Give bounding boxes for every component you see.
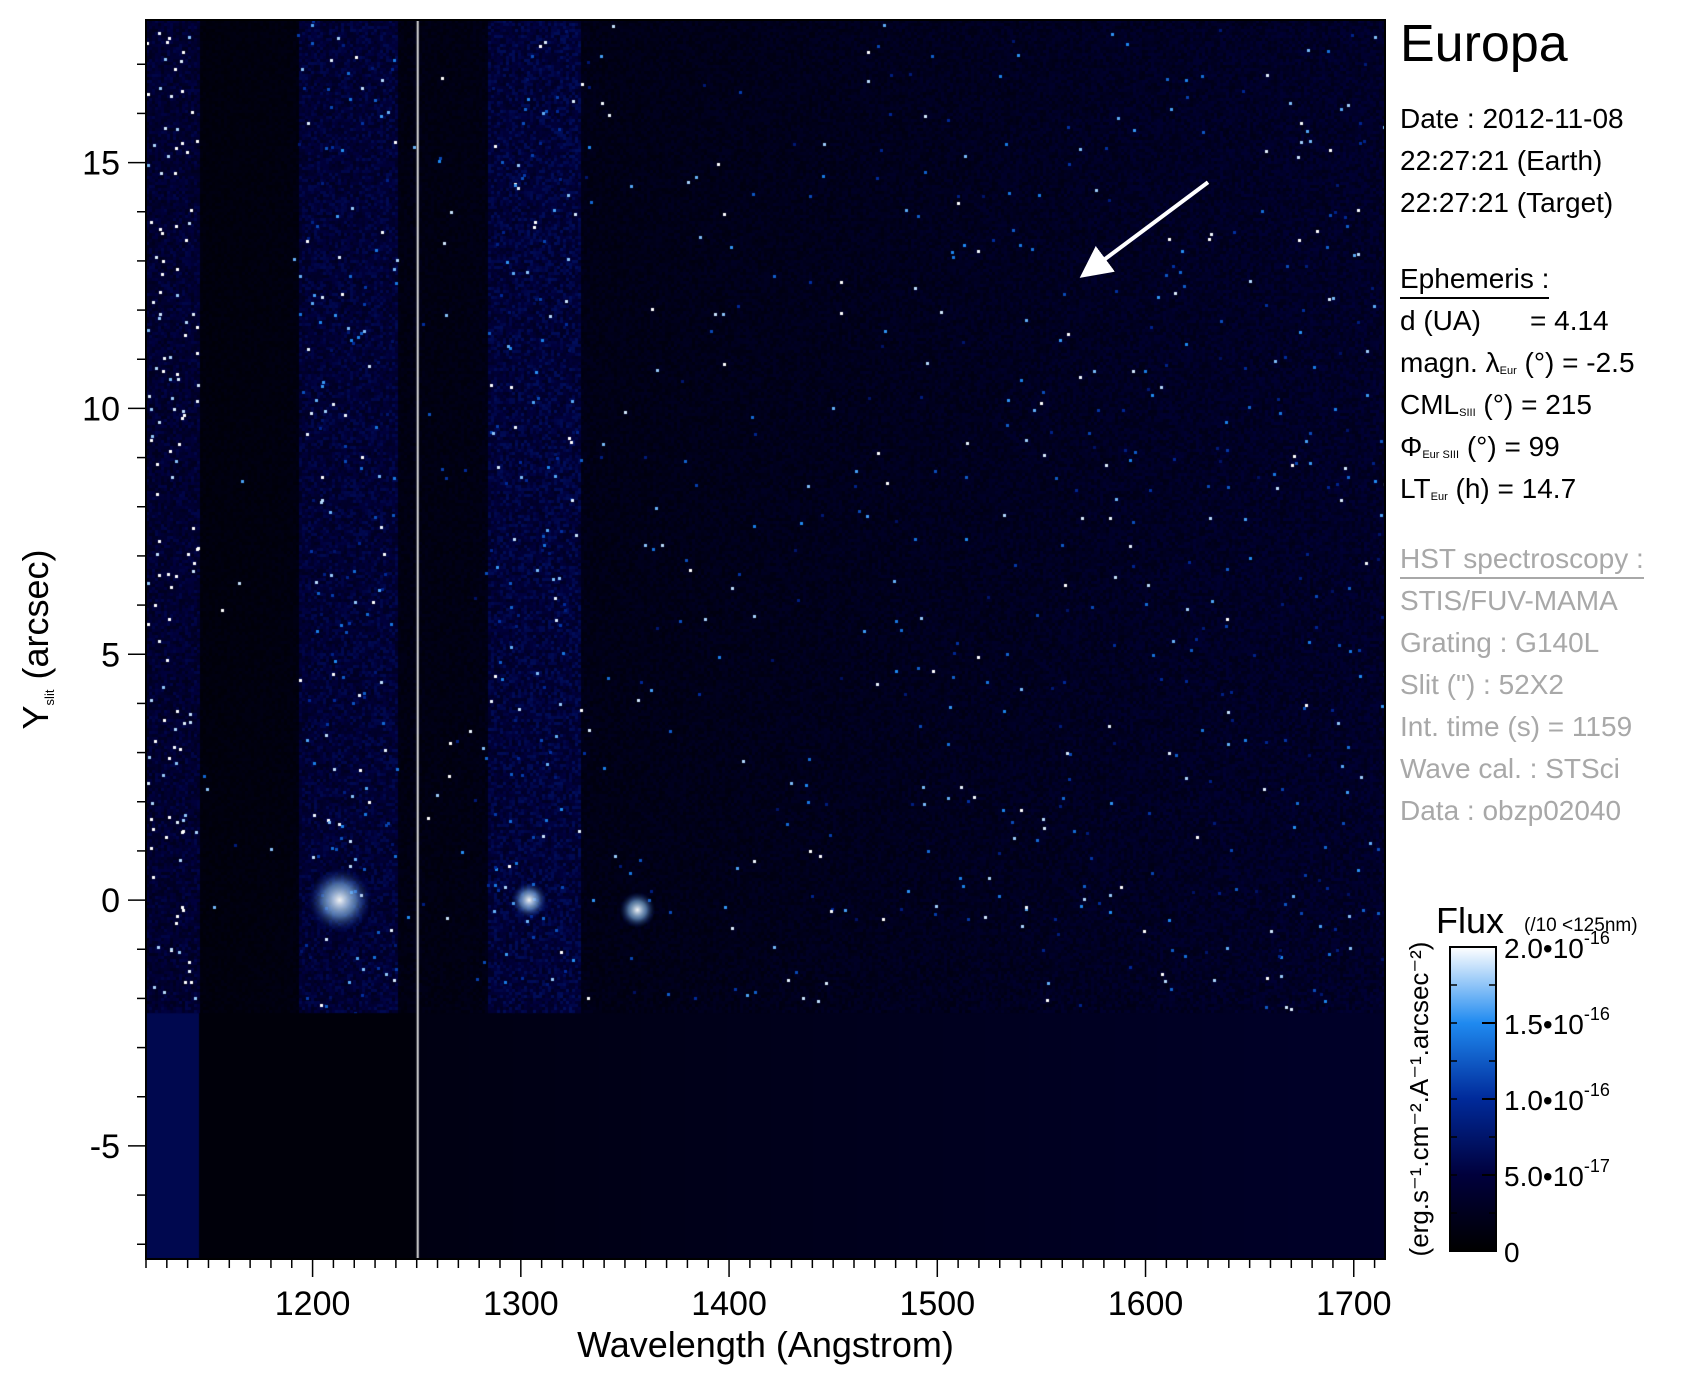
colorbar-note: (/10 <125nm) bbox=[1524, 915, 1638, 936]
colorbar-tick-exponent: -16 bbox=[1584, 1004, 1610, 1024]
colorbar-tick-exponent: -16 bbox=[1584, 928, 1610, 948]
integration-time: Int. time (s) = 1159 bbox=[1400, 711, 1633, 742]
magn-sub: Eur bbox=[1499, 365, 1517, 377]
date-line: Date : 2012-11-08 bbox=[1400, 103, 1624, 134]
wave-calibration: Wave cal. : STSci bbox=[1400, 753, 1620, 784]
y-axis-label-sub: slit bbox=[42, 689, 57, 705]
x-tick-label: 1400 bbox=[691, 1285, 767, 1323]
colorbar-tick-exponent: -16 bbox=[1584, 1080, 1610, 1100]
phi-sub: Eur SIII bbox=[1422, 449, 1460, 461]
x-tick-label: 1700 bbox=[1316, 1285, 1392, 1323]
ephemeris-phi: ΦEur SIII (°) = 99 bbox=[1400, 426, 1635, 468]
grating: Grating : G140L bbox=[1400, 627, 1600, 658]
chart-title: Europa bbox=[1400, 15, 1568, 73]
slit: Slit (") : 52X2 bbox=[1400, 669, 1564, 700]
target-time: 22:27:21 (Target) bbox=[1400, 187, 1614, 218]
magn-label: magn. λ bbox=[1400, 347, 1500, 378]
cml-value: = 215 bbox=[1521, 389, 1592, 420]
magn-value: = -2.5 bbox=[1562, 347, 1635, 378]
distance-label: d (UA) bbox=[1400, 305, 1481, 336]
y-tick-label: 5 bbox=[101, 636, 120, 674]
ephemeris-distance: d (UA) = 4.14 bbox=[1400, 300, 1635, 342]
lt-unit: (h) bbox=[1455, 473, 1490, 504]
ephemeris-block: Ephemeris : d (UA) = 4.14 magn. λEur (°)… bbox=[1400, 258, 1635, 510]
heatmap-raster bbox=[146, 20, 1385, 1259]
axes: 1200 1300 1400 1500 1600 1700 -5 0 5 10 15 Waveleng… bbox=[15, 19, 1392, 1365]
colorbar-tick-mantissa: 1.0•10 bbox=[1504, 1085, 1584, 1116]
colorbar-unit-label: (erg.s⁻¹.cm⁻².A⁻¹.arcsec⁻²) bbox=[1404, 942, 1434, 1257]
spectrum-overlay bbox=[1079, 180, 1210, 278]
cml-sub: SIII bbox=[1459, 407, 1476, 419]
colorbar-tick-label: 1.5•10-16 bbox=[1504, 1004, 1610, 1040]
colorbar: 05.0•10-171.0•10-161.5•10-162.0•10-16Flu… bbox=[1404, 900, 1638, 1268]
colorbar-tick-label: 2.0•10-16 bbox=[1504, 928, 1610, 964]
colorbar-tick-label: 0 bbox=[1504, 1237, 1520, 1268]
colorbar-tick-mantissa: 1.5•10 bbox=[1504, 1009, 1584, 1040]
y-axis-label: Yslit (arcsec) bbox=[15, 550, 57, 730]
y-tick-label: 10 bbox=[82, 390, 120, 428]
colorbar-tick-exponent: -17 bbox=[1584, 1156, 1610, 1176]
x-tick-label: 1600 bbox=[1108, 1285, 1184, 1323]
lt-label: LT bbox=[1400, 473, 1431, 504]
x-tick-label: 1300 bbox=[483, 1285, 559, 1323]
distance-value: = 4.14 bbox=[1530, 305, 1609, 336]
earth-time: 22:27:21 (Earth) bbox=[1400, 145, 1603, 176]
cml-label: CML bbox=[1400, 389, 1460, 420]
dataset-id: Data : obzp02040 bbox=[1400, 795, 1622, 826]
y-tick-label: -5 bbox=[90, 1128, 120, 1166]
spectrum-image bbox=[146, 20, 1385, 1259]
instrument: STIS/FUV-MAMA bbox=[1400, 585, 1618, 616]
lt-sub: Eur bbox=[1430, 491, 1448, 503]
lt-value: = 14.7 bbox=[1497, 473, 1577, 504]
colorbar-tick-label: 5.0•10-17 bbox=[1504, 1156, 1610, 1192]
hst-block: HST spectroscopy : STIS/FUV-MAMA Grating… bbox=[1400, 538, 1644, 832]
y-tick-label: 0 bbox=[101, 882, 120, 920]
hst-header: HST spectroscopy : bbox=[1400, 541, 1644, 579]
colorbar-tick-mantissa: 2.0•10 bbox=[1504, 933, 1584, 964]
x-axis-label: Wavelength (Angstrom) bbox=[577, 1324, 954, 1365]
y-axis-label-main: Y bbox=[15, 705, 56, 729]
colorbar-title: Flux bbox=[1436, 900, 1504, 941]
y-axis-label-unit: (arcsec) bbox=[15, 550, 56, 690]
ephemeris-header: Ephemeris : bbox=[1400, 261, 1550, 299]
y-tick-label: 15 bbox=[82, 145, 120, 183]
cml-unit: (°) bbox=[1483, 389, 1514, 420]
x-tick-label: 1500 bbox=[899, 1285, 975, 1323]
colorbar-tick-mantissa: 5.0•10 bbox=[1504, 1161, 1584, 1192]
phi-label: Φ bbox=[1400, 431, 1423, 462]
ephemeris-magn-lat: magn. λEur (°) = -2.5 bbox=[1400, 342, 1635, 384]
ephemeris-local-time: LTEur (h) = 14.7 bbox=[1400, 468, 1635, 510]
ephemeris-cml: CMLSIII (°) = 215 bbox=[1400, 384, 1635, 426]
phi-value: = 99 bbox=[1504, 431, 1560, 462]
phi-unit: (°) bbox=[1466, 431, 1497, 462]
magn-unit: (°) bbox=[1524, 347, 1555, 378]
plot-frame bbox=[145, 19, 1386, 1260]
x-tick-label: 1200 bbox=[275, 1285, 351, 1323]
observation-date-block: Date : 2012-11-08 22:27:21 (Earth) 22:27… bbox=[1400, 98, 1624, 224]
annotation-arrow bbox=[1079, 180, 1210, 278]
colorbar-tick-mantissa: 0 bbox=[1504, 1237, 1520, 1268]
colorbar-tick-label: 1.0•10-16 bbox=[1504, 1080, 1610, 1116]
